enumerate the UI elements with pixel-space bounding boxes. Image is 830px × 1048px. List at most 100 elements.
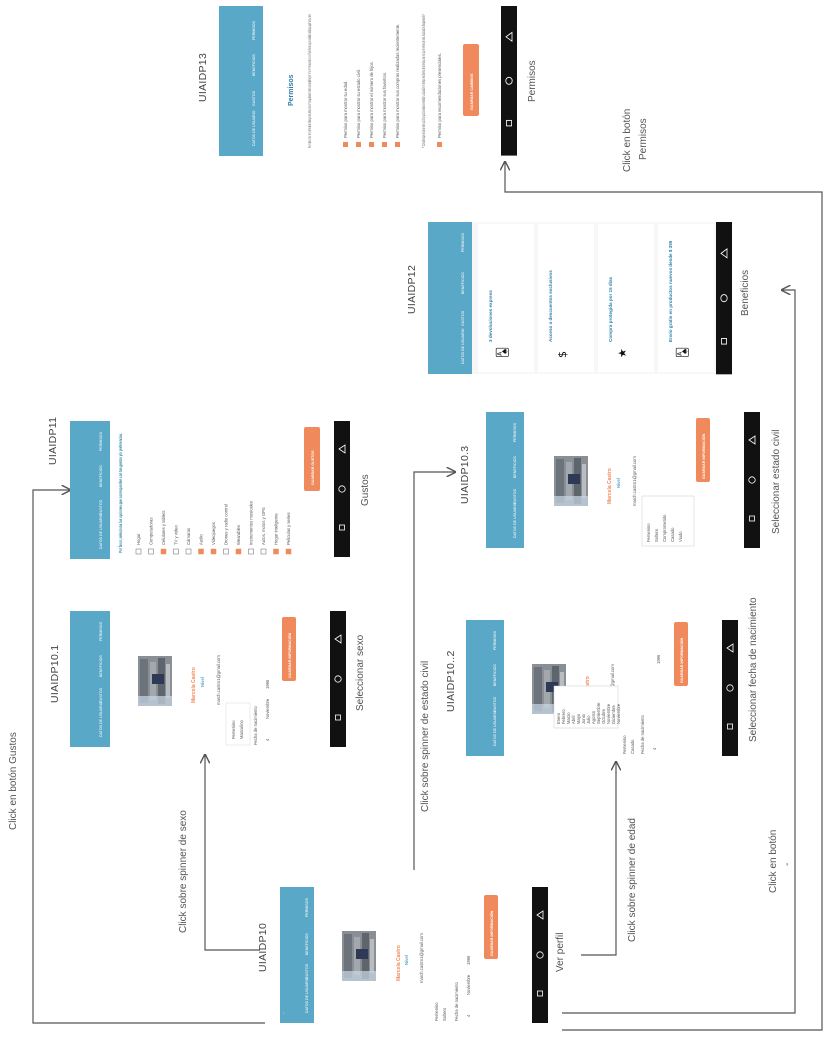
tab-gustos[interactable]: GUSTOS [252, 90, 256, 106]
gusto-checkbox[interactable] [135, 548, 142, 555]
back-arrow-icon[interactable]: ← [281, 1011, 285, 1015]
tab-beneficios[interactable]: BENEFICIOS [99, 465, 103, 487]
civil-option[interactable]: Casado [670, 527, 675, 542]
gusto-label: Wearables [236, 525, 241, 545]
profile-level: Nivel [404, 955, 409, 965]
save-button[interactable] [696, 418, 710, 482]
day-spinner[interactable]: 4 [466, 1014, 471, 1017]
permiso-checkbox[interactable] [395, 142, 400, 147]
gusto-checkbox[interactable] [260, 548, 267, 555]
civil-dropdown[interactable] [641, 495, 695, 547]
sexo-spinner[interactable]: Femenino [434, 1002, 439, 1021]
civil-option[interactable]: Comprometido [662, 514, 667, 542]
civil-option[interactable]: Femenino [646, 523, 651, 542]
year-spinner[interactable]: 1996 [466, 955, 471, 965]
gusto-checkbox[interactable] [148, 548, 154, 555]
tab-datos[interactable]: DATOS DE USUARIO [461, 328, 465, 364]
month-option[interactable]: Agosto [591, 710, 596, 724]
month-option[interactable]: Junio [581, 713, 586, 724]
sexo-dropdown[interactable] [225, 702, 251, 746]
permiso-checkbox[interactable] [437, 142, 442, 147]
tab-gustos[interactable]: GUSTOS [99, 687, 103, 703]
sexo-option-2[interactable]: Masculino [239, 719, 244, 739]
tab-beneficios[interactable]: BENEFICIOS [513, 456, 517, 478]
tab-permisos[interactable]: PERMISOS [252, 20, 256, 40]
gusto-checkbox[interactable] [185, 548, 192, 555]
year-spinner[interactable]: 1996 [656, 654, 661, 664]
tab-permisos[interactable]: PERMISOS [513, 422, 517, 442]
gusto-checkbox[interactable] [285, 548, 292, 555]
month-option[interactable]: Marzo [566, 712, 571, 724]
sexo-spinner[interactable]: Femenino [622, 735, 627, 754]
gusto-checkbox[interactable] [235, 548, 242, 555]
civil-option[interactable]: Soltero [654, 528, 659, 542]
gusto-checkbox[interactable] [198, 548, 204, 555]
month-option[interactable]: Diciembre [611, 704, 616, 724]
save-button[interactable] [674, 622, 688, 686]
save-changes-button[interactable] [463, 44, 479, 116]
tab-beneficios[interactable]: BENEFICIOS [99, 655, 103, 677]
tab-beneficios[interactable]: BENEFICIOS [461, 272, 465, 294]
save-button[interactable] [282, 617, 296, 681]
month-option[interactable]: Enero [556, 712, 561, 724]
month-option[interactable]: Mayo [576, 713, 581, 724]
day-spinner[interactable]: 4 [265, 738, 270, 741]
tab-gustos[interactable]: GUSTOS [305, 963, 309, 979]
tab-gustos[interactable]: GUSTOS [493, 696, 497, 712]
month-option[interactable]: Julio [586, 715, 591, 724]
civil-option[interactable]: Viudo [678, 531, 683, 542]
tab-beneficios[interactable]: BENEFICIOS [493, 664, 497, 686]
fecha-label: Fecha de nacimiento [253, 705, 258, 745]
month-dropdown[interactable] [553, 685, 619, 729]
civil-spinner[interactable]: Soltero [442, 1007, 447, 1021]
android-navbar [329, 610, 347, 748]
gusto-checkbox[interactable] [160, 548, 167, 555]
tab-datos[interactable]: DATOS DE USUARIO [99, 513, 103, 549]
screen-uiaidp10-2: DATOS DE USUARIO GUSTOS BENEFICIOS PERMI… [466, 619, 739, 757]
tab-permisos[interactable]: PERMISOS [493, 630, 497, 650]
save-button[interactable] [484, 895, 498, 959]
screen-uiaidp10-3: DATOS DE USUARIO GUSTOS BENEFICIOS PERMI… [486, 411, 761, 549]
permiso-checkbox[interactable] [356, 142, 361, 147]
tab-permisos[interactable]: PERMISOS [305, 897, 309, 917]
month-option[interactable]: Noviembre [616, 703, 621, 724]
month-option[interactable]: Abril [571, 716, 576, 724]
tab-beneficios[interactable]: BENEFICIOS [305, 933, 309, 955]
day-spinner[interactable]: 4 [652, 747, 657, 750]
month-spinner[interactable]: Noviembre [265, 698, 270, 719]
gusto-checkbox[interactable] [210, 548, 217, 555]
gusto-checkbox[interactable] [173, 548, 179, 555]
month-option[interactable]: Septiembre [596, 702, 601, 724]
tab-datos[interactable]: DATOS DE USUARIO [513, 502, 517, 538]
permiso-checkbox[interactable] [343, 142, 348, 147]
tab-gustos[interactable]: GUSTOS [461, 310, 465, 326]
sexo-option-1[interactable]: Femenino [231, 720, 236, 739]
tab-datos[interactable]: DATOS DE USUARIO [305, 977, 309, 1013]
transition-sexo-label: Click sobre spinner de sexo [178, 810, 189, 933]
permiso-checkbox[interactable] [382, 142, 387, 147]
dollar-icon: $ [556, 351, 569, 358]
year-spinner[interactable]: 1996 [265, 679, 270, 689]
tab-datos[interactable]: DATOS DE USUARIO [99, 701, 103, 737]
save-gustos-button[interactable] [304, 427, 320, 491]
permisos-last: Permiso para recomendaciones presenciale… [437, 53, 442, 138]
tab-gustos[interactable]: GUSTOS [99, 499, 103, 515]
gusto-checkbox[interactable] [273, 548, 279, 555]
gusto-checkbox[interactable] [223, 548, 229, 555]
tab-datos[interactable]: DATOS DE USUARIO [493, 710, 497, 746]
tab-permisos[interactable]: PERMISOS [99, 621, 103, 641]
permiso-checkbox[interactable] [369, 142, 374, 147]
gusto-checkbox[interactable] [248, 548, 254, 555]
tab-gustos[interactable]: GUSTOS [513, 488, 517, 504]
caption-permisos: Permisos [527, 60, 538, 102]
tab-permisos[interactable]: PERMISOS [461, 232, 465, 252]
month-option[interactable]: Febrero [561, 709, 566, 724]
civil-spinner[interactable]: Casado [630, 739, 635, 754]
month-option[interactable]: Octubre [601, 708, 606, 724]
month-option[interactable]: Noviembre [606, 703, 611, 724]
tab-datos[interactable]: DATOS DE USUARIO [252, 110, 256, 146]
android-navbar [743, 411, 761, 549]
tab-beneficios[interactable]: BENEFICIOS [252, 54, 256, 76]
tab-permisos[interactable]: PERMISOS [99, 431, 103, 451]
month-spinner[interactable]: Noviembre [466, 974, 471, 995]
